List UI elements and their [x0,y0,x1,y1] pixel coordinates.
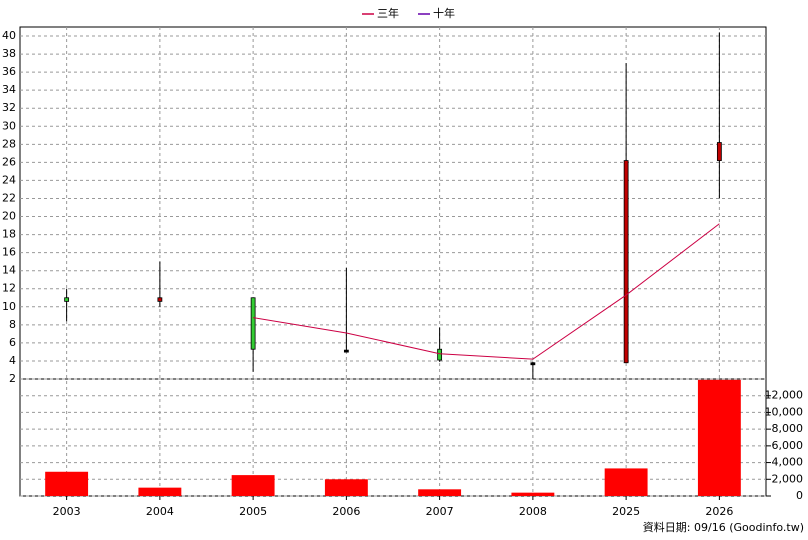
y-tick-label: 4 [9,354,16,367]
y-tick-label: 16 [2,246,16,259]
candle-body [64,297,70,302]
y-tick-label: 6 [9,336,16,349]
x-tick-label: 2008 [519,505,547,518]
y2-tick-label: 12,000 [765,389,804,402]
volume-bar [418,489,462,496]
candle-body [623,160,629,364]
legend-label: 三年 [377,6,399,20]
footer: 資料日期: 09/16 (Goodinfo.tw) [643,520,804,534]
volume-bar [511,492,555,496]
volume-bar [604,468,648,496]
candle-body [437,348,443,361]
volume-bar [138,487,182,496]
volume-bar [45,471,89,496]
candle-body [250,297,256,350]
y-tick-label: 22 [2,191,16,204]
y-tick-label: 32 [2,101,16,114]
x-tick-label: 2006 [332,505,360,518]
volume-bar [324,479,368,496]
y2-tick-label: 4,000 [772,456,804,469]
candle-body [530,362,536,366]
x-tick-label: 2003 [53,505,81,518]
plot-frame [19,26,767,497]
y-tick-label: 12 [2,282,16,295]
y-tick-label: 8 [9,318,16,331]
y-tick-label: 38 [2,47,16,60]
y-tick-label: 20 [2,210,16,223]
volume-bar [697,379,741,496]
candle-body [716,142,722,161]
legend-label: 十年 [433,6,455,20]
y-tick-label: 30 [2,119,16,132]
line-series [253,223,720,360]
y-tick-label: 14 [2,264,16,277]
y-tick-label: 34 [2,83,16,96]
y2-tick-label: 0 [796,489,803,502]
y-tick-label: 26 [2,155,16,168]
x-tick-label: 2026 [705,505,733,518]
x-tick-label: 2007 [426,505,454,518]
y2-tick-label: 6,000 [772,439,804,452]
y2-tick-label: 2,000 [772,472,804,485]
y-tick-label: 28 [2,137,16,150]
y-tick-label: 10 [2,300,16,313]
y-tick-label: 2 [9,372,16,385]
y-tick-label: 18 [2,228,16,241]
x-tick-label: 2025 [612,505,640,518]
y2-tick-label: 8,000 [772,422,804,435]
y-tick-label: 36 [2,65,16,78]
candle-body [343,349,349,353]
x-tick-label: 2004 [146,505,174,518]
y-tick-label: 40 [2,29,16,42]
y2-tick-label: 10,000 [765,405,804,418]
volume-bar [231,475,275,496]
candle-body [157,297,163,302]
y-tick-label: 24 [2,173,16,186]
x-tick-label: 2005 [239,505,267,518]
